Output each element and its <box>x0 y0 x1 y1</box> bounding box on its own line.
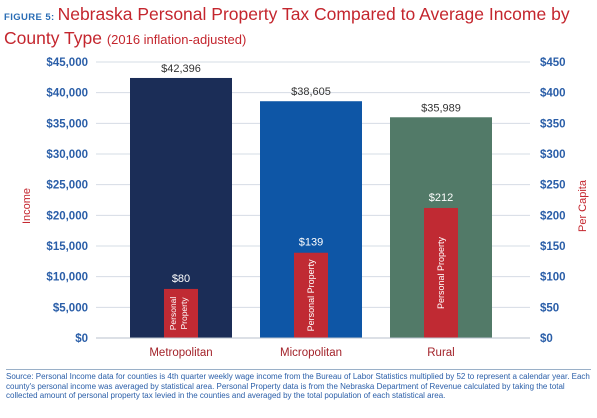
category-label: Metropolitan <box>149 347 212 359</box>
income-value-label: $35,989 <box>421 102 461 114</box>
left-tick-label: $30,000 <box>46 149 88 161</box>
figure-label: FIGURE 5: <box>4 12 55 23</box>
left-tick-label: $10,000 <box>46 272 88 284</box>
chart-title-block: FIGURE 5: Nebraska Personal Property Tax … <box>4 4 594 50</box>
income-value-label: $38,605 <box>291 86 331 98</box>
personal-property-bar <box>294 252 328 338</box>
right-tick-label: $350 <box>540 118 566 130</box>
right-tick-label: $300 <box>540 149 566 161</box>
right-tick-label: $400 <box>540 88 566 100</box>
left-tick-label: $5,000 <box>53 302 88 314</box>
personal-property-bar <box>164 288 198 338</box>
personal-property-value-label: $80 <box>172 273 190 285</box>
chart-title-paren: (2016 inflation-adjusted) <box>106 32 247 47</box>
personal-property-inner-label: Property <box>179 297 189 330</box>
right-tick-label: $50 <box>540 302 559 314</box>
personal-property-value-label: $139 <box>299 237 323 249</box>
chart-title-line2: County Type (2016 inflation-adjusted) <box>4 28 594 50</box>
right-tick-label: $200 <box>540 210 566 222</box>
personal-property-inner-label: Personal Property <box>436 236 446 309</box>
personal-property-value-label: $212 <box>429 192 453 204</box>
income-value-label: $42,396 <box>161 63 201 75</box>
right-tick-label: $250 <box>540 180 566 192</box>
personal-property-inner-label: Personal <box>168 297 178 331</box>
chart-title-text: Nebraska Personal Property Tax Compared … <box>57 4 570 24</box>
source-note: Source: Personal Income data for countie… <box>6 369 591 401</box>
left-tick-label: $40,000 <box>46 88 88 100</box>
personal-property-inner-label: Personal Property <box>306 259 316 332</box>
right-tick-label: $100 <box>540 272 566 284</box>
left-tick-label: $15,000 <box>46 241 88 253</box>
personal-property-bar <box>424 207 458 338</box>
category-label: Micropolitan <box>280 347 342 359</box>
right-tick-label: $0 <box>540 333 553 345</box>
right-axis-label: Per Capita <box>577 179 589 232</box>
category-label: Rural <box>427 347 454 359</box>
right-tick-label: $450 <box>540 57 566 69</box>
chart-title-text-2: County Type <box>4 28 102 48</box>
left-tick-label: $25,000 <box>46 180 88 192</box>
left-tick-label: $20,000 <box>46 210 88 222</box>
left-tick-label: $45,000 <box>46 57 88 69</box>
left-tick-label: $35,000 <box>46 118 88 130</box>
right-tick-label: $150 <box>540 241 566 253</box>
chart-title: FIGURE 5: Nebraska Personal Property Tax … <box>4 4 594 28</box>
left-tick-label: $0 <box>75 333 88 345</box>
left-axis-label: Income <box>21 188 33 224</box>
